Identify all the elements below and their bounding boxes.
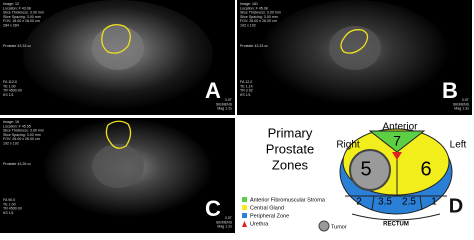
diagram-title: Zones — [272, 157, 309, 172]
overlay-text: Mag 1.2x — [217, 225, 232, 229]
overlay-note: Prostate 43.26 cc — [3, 162, 31, 166]
mri-prostate — [92, 26, 144, 70]
tumor — [349, 149, 391, 191]
overlay-text: 192 x 192 — [240, 23, 256, 27]
overlay-text: Slice Thickness: 3.00 mm — [3, 11, 44, 15]
overlay-text: FA 112.0 — [3, 80, 17, 84]
right-label: Right — [336, 140, 360, 151]
mri-prostate — [92, 144, 144, 188]
overlay-text: TE 1.00 — [3, 202, 16, 206]
overlay-text: FA 12.0 — [240, 80, 252, 84]
overlay-text: KS 1/1 — [3, 93, 14, 97]
legend-swatch — [242, 205, 247, 210]
panel-label: C — [205, 196, 221, 221]
zone-diagram: Primary Prostate Zones 7 6 5 3.5 2.5 2 1… — [237, 118, 474, 233]
overlay-text: Location: F 45.08 — [240, 6, 268, 10]
zone-divider — [371, 195, 375, 211]
overlay-text: Mag 1.3x — [454, 107, 469, 111]
overlay-text: Slice Thickness: 3.00 mm — [3, 129, 44, 133]
panel-label: A — [205, 78, 221, 103]
overlay-text: Slice Thickness: 3.00 mm — [240, 11, 281, 15]
overlay-text: 3.0T — [225, 216, 233, 220]
zone-number: 2 — [356, 197, 362, 208]
overlay-text: TE 1.00 — [3, 84, 16, 88]
overlay-text: KS 1/1 — [3, 211, 14, 215]
overlay-text: Image: 181 — [240, 2, 258, 6]
zone-divider — [419, 195, 423, 211]
overlay-text: FA 90.0 — [3, 198, 15, 202]
overlay-text: Mag 1.2x — [217, 107, 232, 111]
overlay-text: Location: F 43.08 — [3, 6, 31, 10]
legend-swatch — [242, 197, 247, 202]
overlay-text: KS 1/1 — [240, 93, 251, 97]
overlay-text: TR 4500.00 — [3, 207, 22, 211]
legend-swatch — [242, 221, 247, 227]
zone-number: 1 — [431, 197, 437, 208]
legend-label: Anterior Fibromuscular Stroma — [250, 197, 326, 203]
zone-number: 3.5 — [378, 197, 392, 208]
overlay-note: Prostate 43.33 cc — [3, 44, 31, 48]
prostate-outline — [101, 24, 131, 54]
zone-number: 6 — [420, 158, 431, 180]
prostate-outline — [340, 29, 369, 54]
left-label: Left — [450, 140, 467, 151]
overlay-text: Slice Spacing: 3.00 mm — [3, 133, 41, 137]
urethra — [392, 152, 402, 160]
overlay-text: SIEMENS — [216, 220, 233, 224]
zone-number: 7 — [393, 133, 401, 149]
overlay-text: FOV: 26.00 x 26.00 cm — [3, 137, 40, 141]
rectum-arc — [351, 213, 441, 221]
rectum-label: RECTUM — [383, 222, 409, 228]
zone-number: 2.5 — [402, 197, 416, 208]
diagram-title: Primary — [268, 125, 313, 140]
panel-label: B — [442, 78, 458, 103]
fibromuscular-stroma — [368, 130, 426, 153]
overlay-text: TE 1.14 — [240, 84, 253, 88]
overlay-text: Slice Spacing: 3.00 mm — [240, 15, 278, 19]
overlay-text: TR 3.92 — [240, 89, 253, 93]
overlay-text: FOV: 18.00 x 18.00 cm — [3, 19, 40, 23]
zone-number: 5 — [360, 158, 371, 180]
overlay-text: Location: F 45.55 — [3, 124, 31, 128]
overlay-note: Prostate 43.33 cc — [240, 44, 268, 48]
overlay-text: Image: 16 — [3, 120, 19, 124]
overlay-text: TR 4500.00 — [3, 89, 22, 93]
overlay-text: 284 x 284 — [3, 23, 19, 27]
legend-label: Peripheral Zone — [250, 213, 289, 219]
legend-label: Tumor — [331, 224, 347, 230]
overlay-text: SIEMENS — [216, 102, 233, 106]
panel-label: D — [449, 195, 463, 217]
overlay-text: 192 x 192 — [3, 141, 19, 145]
overlay-text: Image: 12 — [3, 2, 19, 6]
legend-label: Urethra — [250, 221, 269, 227]
mri-prostate — [329, 26, 381, 70]
prostate-outline — [105, 120, 132, 149]
overlay-text: 3.0T — [462, 98, 470, 102]
legend-swatch — [242, 213, 247, 218]
anterior-label: Anterior — [382, 122, 418, 133]
overlay-text: 3.0T — [225, 98, 233, 102]
legend-label: Central Gland — [250, 205, 284, 211]
overlay-text: FOV: 26.00 x 26.00 cm — [240, 19, 277, 23]
overlay-text: Slice Spacing: 3.00 mm — [3, 15, 41, 19]
overlay-text: SIEMENS — [453, 102, 470, 106]
legend-tumor — [318, 220, 330, 232]
diagram-title: Prostate — [266, 141, 314, 156]
